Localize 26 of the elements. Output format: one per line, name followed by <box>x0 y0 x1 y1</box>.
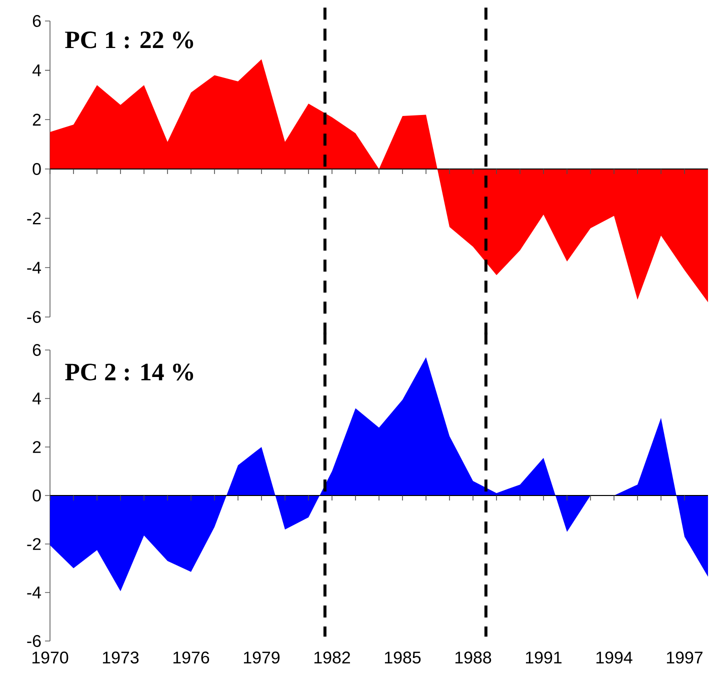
y-tick-label: 4 <box>32 64 41 76</box>
x-tick-label: 1991 <box>526 652 562 664</box>
y-tick-label: -4 <box>27 586 41 598</box>
x-tick-label: 1997 <box>666 652 702 664</box>
y-tick-label: -6 <box>27 310 41 323</box>
y-tick-label: 6 <box>32 344 41 356</box>
chart-title: PC 2 : 14 % <box>65 364 194 381</box>
y-tick-label: -2 <box>27 538 41 550</box>
y-tick-label: 0 <box>32 490 41 502</box>
x-tick-label: 1979 <box>244 652 280 664</box>
y-tick-label: 4 <box>32 392 41 404</box>
x-tick-label: 1982 <box>314 652 350 664</box>
y-tick-label: -6 <box>27 635 41 647</box>
y-tick-label: -4 <box>27 262 41 274</box>
y-tick-label: 6 <box>32 14 41 27</box>
x-tick-label: 1970 <box>32 652 68 664</box>
x-tick-label: 1988 <box>455 652 492 664</box>
y-tick-label: 2 <box>32 114 41 126</box>
x-tick-label: 1973 <box>102 652 139 664</box>
x-tick-label: 1994 <box>596 652 632 664</box>
chart-title: PC 1 : 22 % <box>65 31 194 48</box>
y-tick-label: 2 <box>32 441 41 453</box>
x-tick-label: 1976 <box>173 652 210 664</box>
x-tick-label: 1985 <box>384 652 421 664</box>
y-tick-label: -2 <box>27 212 41 224</box>
y-tick-label: 0 <box>32 162 41 175</box>
